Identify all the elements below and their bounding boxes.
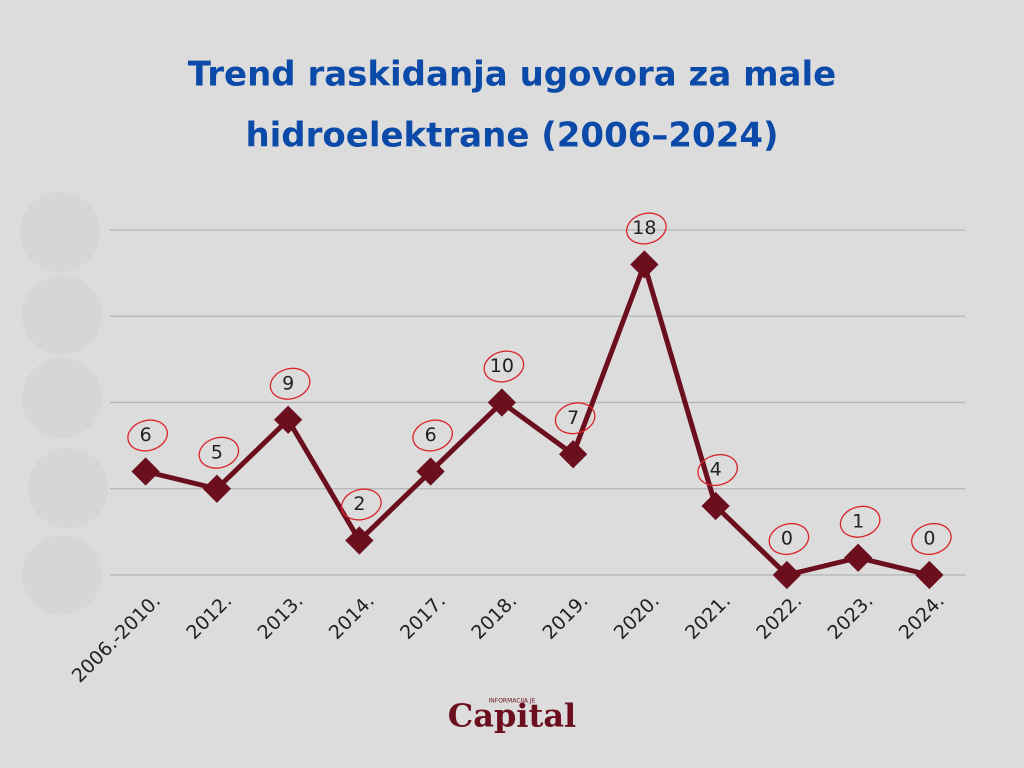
x-tick-label: 2023. <box>824 590 878 644</box>
label-circle <box>554 402 596 435</box>
value-label: 4 <box>710 459 722 481</box>
marker <box>416 457 445 486</box>
value-label: 0 <box>923 528 935 550</box>
marker <box>487 388 517 417</box>
x-tick-label: 2012. <box>182 590 236 644</box>
chart-title: hidroelektrane (2006–2024) <box>245 116 778 156</box>
marker <box>915 560 944 590</box>
marker <box>558 440 588 469</box>
value-label: 6 <box>140 424 152 446</box>
label-circle <box>341 488 382 521</box>
label-circle <box>911 522 952 556</box>
value-label: 5 <box>211 441 223 463</box>
x-tick-label: 2022. <box>752 590 806 644</box>
label-circle <box>697 453 738 487</box>
value-label: 7 <box>567 407 579 429</box>
label-circle <box>412 419 453 452</box>
x-tick-label: 2018. <box>467 590 521 644</box>
value-label: 18 <box>632 217 656 239</box>
value-label: 9 <box>282 372 294 394</box>
marker <box>273 405 303 434</box>
logo: Capital <box>448 697 576 735</box>
x-tick-label: 2013. <box>254 590 308 644</box>
label-circle <box>127 419 168 452</box>
logo-tagline: INFORMACIJA JE <box>489 698 536 705</box>
label-circle <box>198 436 240 469</box>
marker <box>843 543 873 572</box>
chart-title: Trend raskidanja ugovora za male <box>188 55 836 95</box>
x-tick-label: 2024. <box>895 590 949 644</box>
marker <box>772 560 802 590</box>
value-label: 1 <box>852 510 864 532</box>
label-circle <box>626 212 667 245</box>
label-circle <box>269 367 311 400</box>
label-circle <box>839 505 881 538</box>
x-tick-label: 2019. <box>539 590 593 644</box>
value-label: 0 <box>781 528 793 550</box>
marker <box>345 526 374 555</box>
value-label: 6 <box>425 424 437 446</box>
marker <box>131 457 160 486</box>
x-tick-label: 2017. <box>396 590 450 644</box>
value-label: 10 <box>490 355 514 377</box>
label-circle <box>483 350 525 383</box>
line <box>145 262 930 578</box>
marker <box>701 491 730 521</box>
marker <box>630 250 659 279</box>
x-tick-label: 2020. <box>610 590 664 644</box>
x-tick-label: 2014. <box>325 590 379 644</box>
decoration <box>20 192 108 615</box>
x-tick-label: 2021. <box>681 590 735 644</box>
value-label: 2 <box>353 493 365 515</box>
label-circle <box>768 522 810 556</box>
